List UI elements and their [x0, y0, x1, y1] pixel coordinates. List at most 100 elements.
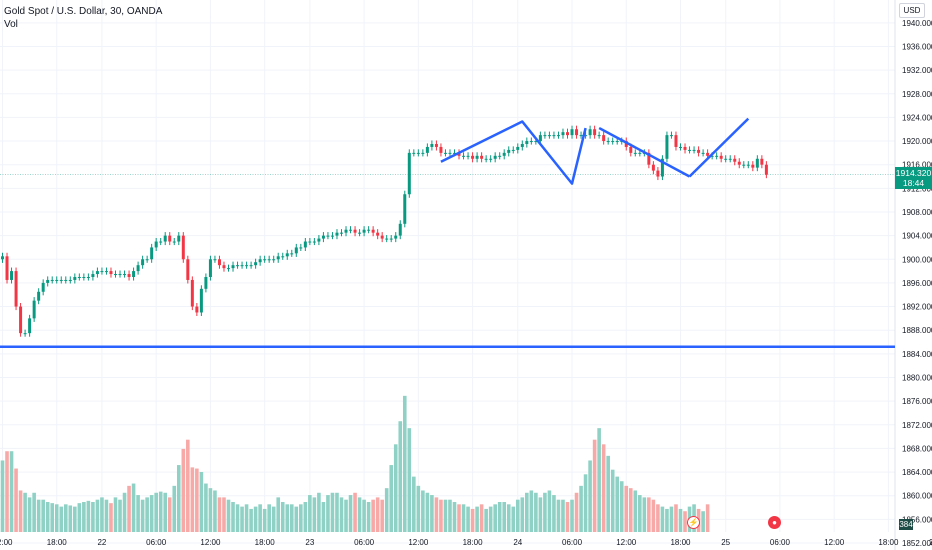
candle-body — [371, 229, 375, 233]
price-tick-label: 1904.000 — [902, 232, 932, 241]
volume-bar — [54, 504, 59, 532]
us-flag-event-icon[interactable]: ● — [768, 516, 781, 529]
drawing-layer[interactable] — [0, 117, 895, 349]
volume-bar — [434, 497, 439, 532]
candle-body — [281, 256, 285, 258]
volume-bar — [271, 506, 276, 532]
volume-bar — [276, 497, 281, 532]
time-tick-label: 28 — [929, 538, 932, 547]
volume-bar — [131, 483, 136, 532]
volume-bar — [398, 421, 403, 532]
candle-body — [552, 135, 556, 137]
candle-body — [312, 241, 316, 243]
volume-bar — [308, 495, 312, 532]
lightning-event-icon[interactable]: ⚡ — [687, 516, 700, 529]
price-tick-label: 1900.000 — [902, 255, 932, 264]
price-axis-panel — [895, 0, 932, 550]
candle-body — [385, 238, 389, 240]
volume-bar — [240, 506, 244, 532]
time-tick-label: 06:00 — [146, 538, 167, 547]
candle-body — [584, 135, 588, 137]
volume-bar — [195, 468, 199, 532]
volume-bar — [619, 481, 624, 532]
volume-bar — [140, 499, 145, 532]
candle-body — [764, 164, 768, 175]
volume-bar — [73, 506, 77, 532]
volume-bar — [579, 485, 583, 532]
candle-body — [19, 306, 23, 334]
candle-body — [647, 152, 651, 165]
candle-body — [335, 232, 339, 236]
candle-body — [484, 158, 488, 160]
candle-body — [326, 235, 330, 237]
candle-body — [706, 152, 710, 156]
candle-body — [511, 149, 515, 151]
volume-bar — [633, 490, 638, 532]
volume-bar — [534, 492, 538, 532]
price-tick-label: 1880.000 — [902, 373, 932, 382]
candle-body — [330, 235, 334, 237]
volume-bar — [393, 444, 398, 532]
volume-bar — [552, 495, 556, 532]
candle-body — [132, 271, 136, 277]
time-tick-label: 24 — [513, 538, 522, 547]
candle-body — [416, 152, 420, 154]
price-tick-label: 1916.000 — [902, 161, 932, 170]
candle-body — [760, 158, 764, 165]
candle-body — [715, 155, 719, 157]
candle-body — [547, 135, 551, 137]
volume-bar — [669, 506, 674, 532]
candle-body — [41, 282, 45, 292]
volume-bar — [407, 428, 412, 532]
volume-bar — [656, 504, 660, 532]
volume-bar — [262, 508, 267, 532]
candle-body — [538, 135, 542, 142]
volume-bar — [421, 490, 425, 532]
volume-bar — [113, 497, 118, 532]
candle-body — [669, 135, 673, 137]
candle-body — [55, 279, 59, 281]
volume-bar — [149, 495, 154, 532]
volume-bar — [68, 505, 73, 532]
candle-body — [91, 274, 95, 277]
candle-body — [100, 271, 104, 273]
candle-body — [566, 132, 569, 136]
volume-bar — [597, 428, 601, 532]
candle-body — [434, 144, 438, 147]
volume-bar — [416, 485, 421, 532]
volume-bar — [412, 476, 416, 532]
price-tick-label: 1936.000 — [902, 42, 932, 51]
volume-bar — [267, 504, 271, 532]
candle-body — [453, 152, 456, 154]
currency-button[interactable]: USD — [899, 3, 925, 18]
candle-body — [285, 253, 289, 257]
candle-body — [403, 194, 407, 224]
price-tick-label: 1888.000 — [902, 326, 932, 335]
volume-bar — [317, 492, 321, 532]
candle-body — [719, 155, 723, 159]
candle-body — [543, 135, 547, 137]
volume-bar — [222, 497, 226, 532]
price-tick-label: 1852.000 — [902, 539, 932, 548]
price-tick-label: 1864.000 — [902, 468, 932, 477]
time-tick-label: 18:00 — [670, 538, 691, 547]
volume-bar — [158, 491, 163, 532]
candle-body — [64, 279, 68, 281]
candle-body — [95, 271, 99, 275]
candle-body — [633, 152, 637, 154]
volume-bar — [285, 504, 290, 532]
volume-bar — [50, 503, 55, 532]
candle-body — [412, 152, 416, 154]
time-tick-label: 12:00 — [616, 538, 637, 547]
candle-body — [303, 241, 307, 248]
candle-body — [267, 259, 271, 261]
volume-bar — [299, 504, 303, 532]
candle-body — [425, 146, 429, 153]
candle-body — [692, 149, 696, 151]
volume-bar — [493, 504, 497, 532]
volume-bar — [511, 506, 516, 532]
volume-bar — [145, 497, 149, 532]
volume-bar — [678, 508, 683, 532]
